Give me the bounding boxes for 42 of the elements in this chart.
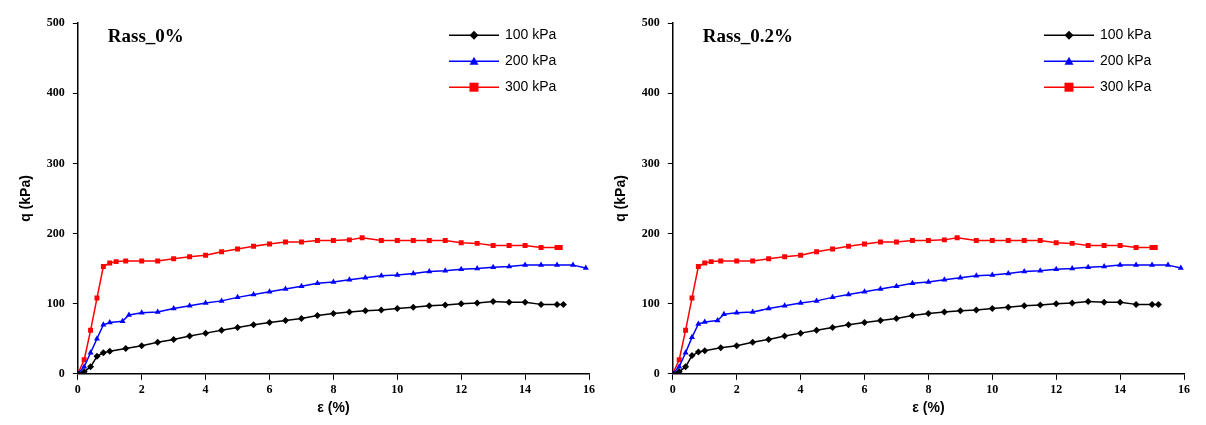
- y-tick-label: 200: [641, 225, 660, 240]
- x-tick-label: 14: [1114, 382, 1127, 397]
- x-tick-label: 6: [266, 382, 273, 397]
- x-tick-label: 8: [330, 382, 337, 397]
- x-tick-label: 4: [797, 382, 804, 397]
- chart-title: Rass_0.2%: [702, 25, 794, 47]
- y-axis-title: q (kPa): [17, 175, 34, 222]
- y-tick-label: 100: [641, 295, 660, 310]
- legend-label: 100 kPa: [505, 26, 557, 43]
- y-tick-label: 0: [653, 365, 660, 380]
- legend-label: 200 kPa: [505, 52, 557, 69]
- x-tick-label: 2: [138, 382, 145, 397]
- y-tick-label: 300: [46, 155, 65, 170]
- y-tick-label: 500: [641, 15, 660, 30]
- x-tick-label: 4: [202, 382, 209, 397]
- chart-title: Rass_0%: [107, 25, 184, 47]
- x-axis-title: ε (%): [317, 399, 350, 416]
- legend-label: 100 kPa: [1100, 26, 1152, 43]
- x-tick-label: 16: [583, 382, 595, 397]
- x-tick-label: 14: [519, 382, 532, 397]
- x-tick-label: 10: [986, 382, 999, 397]
- x-tick-label: 0: [669, 382, 676, 397]
- x-tick-label: 2: [733, 382, 740, 397]
- legend-label: 300 kPa: [505, 78, 557, 95]
- x-tick-label: 0: [74, 382, 81, 397]
- x-tick-label: 16: [1178, 382, 1190, 397]
- y-tick-label: 300: [641, 155, 660, 170]
- x-tick-label: 8: [925, 382, 932, 397]
- x-axis-title: ε (%): [912, 399, 945, 416]
- y-tick-label: 400: [641, 85, 660, 100]
- x-tick-label: 12: [455, 382, 468, 397]
- y-tick-label: 400: [46, 85, 65, 100]
- y-axis-title: q (kPa): [612, 175, 629, 222]
- legend-label: 300 kPa: [1100, 78, 1152, 95]
- y-tick-label: 0: [58, 365, 65, 380]
- x-tick-label: 10: [391, 382, 404, 397]
- legend-label: 200 kPa: [1100, 52, 1152, 69]
- x-tick-label: 6: [861, 382, 868, 397]
- y-tick-label: 200: [46, 225, 65, 240]
- x-tick-label: 12: [1050, 382, 1063, 397]
- y-tick-label: 100: [46, 295, 65, 310]
- y-tick-label: 500: [46, 15, 65, 30]
